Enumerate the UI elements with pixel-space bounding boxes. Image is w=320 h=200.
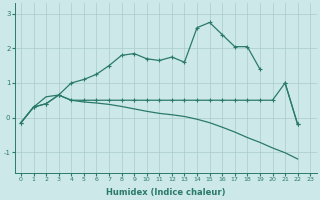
X-axis label: Humidex (Indice chaleur): Humidex (Indice chaleur) bbox=[106, 188, 225, 197]
